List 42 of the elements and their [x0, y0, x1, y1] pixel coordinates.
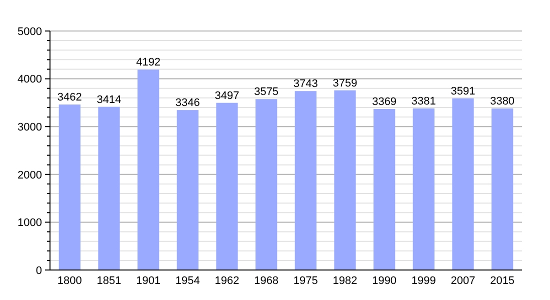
y-tick-label: 0 [36, 264, 42, 277]
bar [492, 108, 514, 270]
x-tick-label: 1851 [96, 275, 122, 287]
x-tick-label: 1800 [57, 275, 82, 287]
x-tick-label: 2007 [450, 275, 476, 287]
data-label: 4192 [136, 56, 161, 69]
data-label: 3369 [372, 96, 397, 108]
x-tick-label: 1962 [214, 275, 240, 287]
bar [374, 108, 396, 270]
data-label: 3743 [293, 78, 318, 90]
data-label: 3346 [175, 97, 200, 110]
bar [98, 106, 120, 270]
data-label: 3380 [490, 95, 515, 108]
data-label: 3462 [57, 92, 82, 104]
bar [256, 99, 278, 270]
bar [58, 104, 80, 270]
y-tick-label: 4000 [18, 74, 42, 86]
data-label: 3497 [214, 90, 240, 102]
y-tick-label: 5000 [18, 26, 42, 38]
data-label: 3381 [411, 95, 436, 108]
data-label: 3759 [332, 77, 358, 90]
y-tick-label: 1000 [18, 217, 42, 230]
bar [334, 90, 356, 270]
bar [452, 98, 474, 270]
x-tick-label: 1901 [136, 275, 161, 287]
bar [412, 108, 434, 270]
y-tick-label: 3000 [18, 121, 42, 134]
data-label: 3591 [450, 85, 476, 98]
y-tick-label: 2000 [18, 169, 42, 182]
bar [138, 70, 160, 270]
x-tick-label: 1990 [372, 275, 397, 287]
bar [216, 102, 238, 270]
bar [176, 110, 198, 270]
x-tick-label: 1968 [254, 275, 279, 287]
x-tick-label: 1982 [332, 275, 358, 287]
x-tick-label: 1954 [175, 275, 200, 287]
data-label: 3575 [254, 86, 279, 98]
x-tick-label: 1975 [293, 275, 318, 287]
bar [294, 91, 316, 270]
x-tick-label: 2015 [490, 275, 515, 287]
data-label: 3414 [96, 94, 122, 106]
x-tick-label: 1999 [411, 275, 436, 287]
